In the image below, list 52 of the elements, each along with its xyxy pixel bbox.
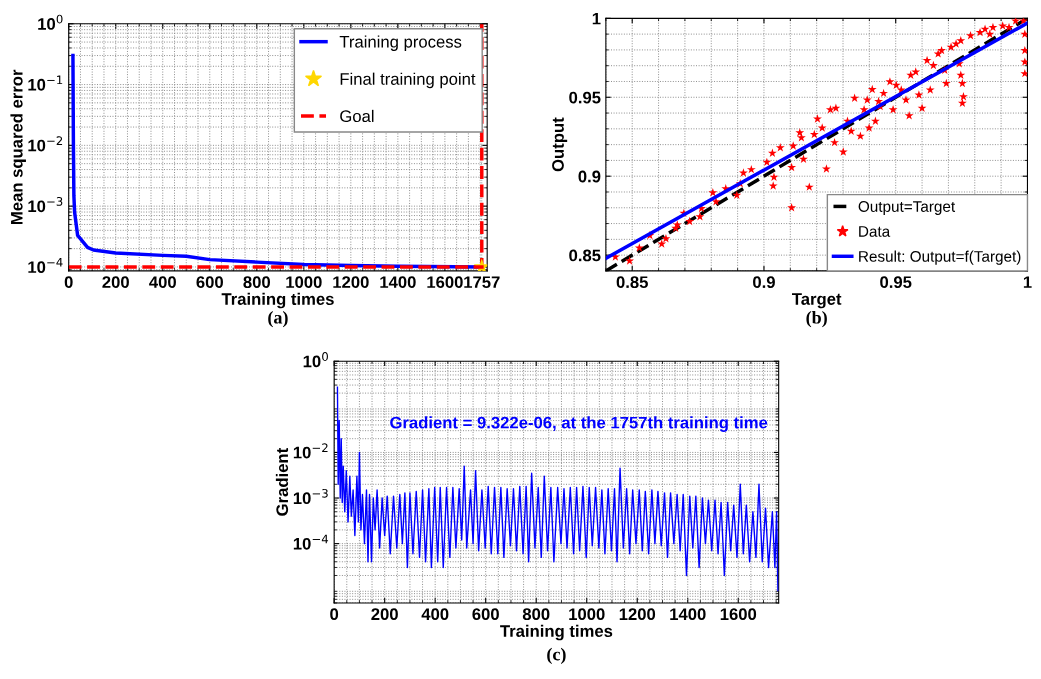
x-tick-label: 1000 [286, 276, 322, 289]
y-tick-label: 0.9 [578, 170, 601, 183]
x-tick-label: 200 [102, 276, 129, 289]
legend-label: Data [859, 226, 891, 237]
x-tick-label: 400 [421, 608, 449, 621]
x-tick-label: 1400 [380, 276, 416, 289]
x-tick-label: 0.95 [880, 276, 912, 289]
x-axis-title: Target [792, 293, 842, 309]
y-tick-label: 10$^{0}$ [303, 352, 328, 368]
x-axis-title: Training times [500, 624, 613, 641]
text: (a) [268, 310, 288, 328]
y-tick-label: 1 [592, 12, 601, 25]
y-axis-title: Gradient [275, 448, 289, 516]
x-axis-title: Training times [221, 292, 334, 309]
legend-label: Training process [339, 35, 462, 51]
x-tick-label: 200 [371, 608, 398, 621]
x-tick-label: 0.85 [616, 276, 648, 289]
y-tick-label: 10$^{0}$ [38, 14, 63, 30]
text: (c) [547, 647, 566, 665]
annotation: Gradient = 9.322e-06, at the 1757th training time [390, 416, 768, 432]
legend-label: Result: Output=f(Target) [859, 250, 1021, 265]
y-axis-title: Output [552, 117, 568, 172]
x-tick-label: 0.9 [753, 276, 775, 289]
y-tick-label: 10$^{−3}$ [28, 197, 63, 213]
legend-label: Final training point [340, 72, 476, 89]
y-tick-label: 0.85 [569, 249, 601, 262]
x-tick-label: 1400 [670, 608, 706, 621]
legend-label: Goal [340, 109, 374, 123]
x-tick-label: 1600 [720, 608, 757, 621]
y-tick-label: 10$^{−4}$ [293, 534, 329, 550]
x-tick-label: 1200 [333, 276, 369, 289]
x-tick-label: 400 [149, 276, 176, 289]
text: (b) [806, 310, 827, 328]
x-tick-label: 800 [243, 276, 271, 289]
x-tick-label: 600 [472, 608, 499, 621]
x-tick-label: 600 [196, 276, 223, 289]
y-tick-label: 10$^{−3}$ [293, 488, 328, 505]
x-tick-label: 0 [64, 276, 73, 289]
y-axis-title: Mean squared error [10, 69, 26, 225]
y-tick-label: 0.95 [569, 91, 601, 104]
x-tick-label: 800 [522, 608, 550, 621]
y-tick-label: 10$^{−2}$ [293, 443, 328, 459]
x-tick-label: 1600 [427, 276, 463, 289]
x-tick-label: 1 [1023, 276, 1032, 288]
legend-label: Output=Target [858, 201, 956, 215]
x-tick-label: 1757 [464, 276, 500, 289]
y-tick-label: 10$^{−1}$ [28, 75, 63, 91]
x-tick-label: 0 [330, 608, 339, 621]
x-tick-label: 1000 [569, 608, 605, 621]
y-tick-label: 10$^{−4}$ [28, 257, 63, 274]
x-tick-label: 1200 [619, 608, 656, 621]
y-tick-label: 10$^{−2}$ [28, 136, 63, 152]
